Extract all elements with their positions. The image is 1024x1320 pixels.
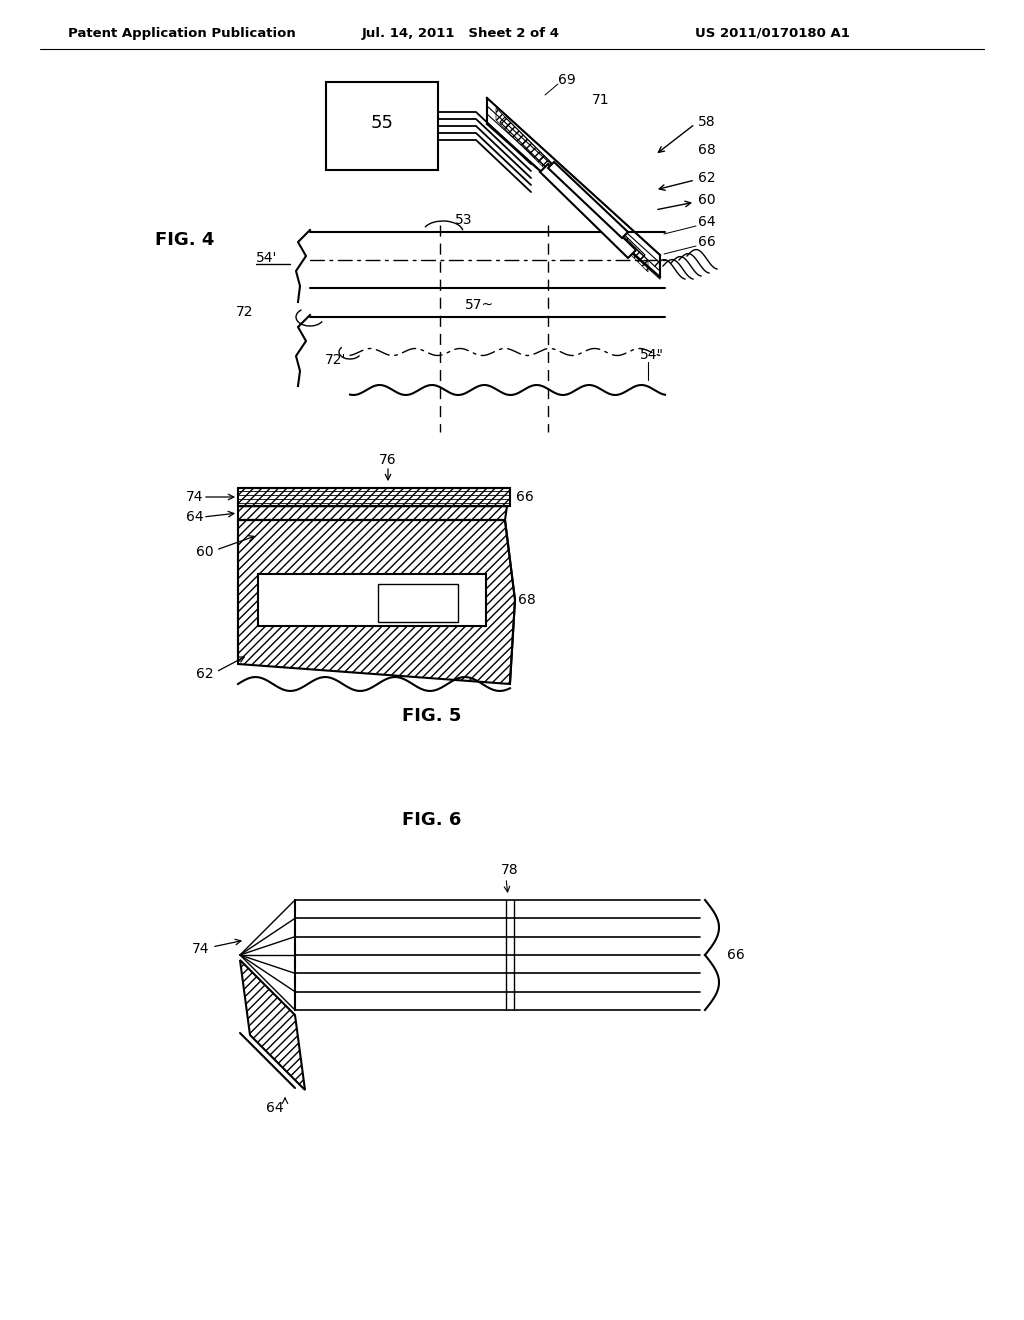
Text: 62: 62 — [196, 667, 214, 681]
Text: FIG. 6: FIG. 6 — [402, 810, 462, 829]
Text: 53: 53 — [455, 213, 472, 227]
Text: Patent Application Publication: Patent Application Publication — [68, 26, 296, 40]
Text: 66: 66 — [516, 490, 534, 504]
Text: 54": 54" — [640, 348, 664, 362]
Text: 78: 78 — [501, 863, 519, 876]
Polygon shape — [548, 162, 628, 238]
Text: FIG. 4: FIG. 4 — [155, 231, 214, 249]
Text: 64: 64 — [698, 215, 716, 228]
Text: 72': 72' — [325, 352, 346, 367]
Text: FIG. 5: FIG. 5 — [402, 708, 462, 725]
Text: 62: 62 — [698, 172, 716, 185]
Text: 54': 54' — [256, 251, 278, 265]
Bar — [378, 583, 458, 622]
Text: 69: 69 — [558, 73, 575, 87]
Polygon shape — [540, 164, 636, 257]
Text: 64: 64 — [266, 1101, 284, 1115]
Text: 57~: 57~ — [465, 298, 495, 312]
Text: 55: 55 — [371, 114, 393, 132]
Text: 64: 64 — [186, 510, 204, 524]
Text: 68: 68 — [698, 143, 716, 157]
Text: 71: 71 — [592, 92, 609, 107]
Text: 60: 60 — [698, 193, 716, 207]
Bar — [258, 574, 486, 626]
Text: 66: 66 — [698, 235, 716, 249]
Text: 72: 72 — [236, 305, 254, 319]
Text: 74: 74 — [186, 490, 204, 504]
Text: 66: 66 — [727, 948, 744, 962]
Text: US 2011/0170180 A1: US 2011/0170180 A1 — [695, 26, 850, 40]
Text: 68: 68 — [518, 593, 536, 607]
Text: 74: 74 — [193, 942, 210, 956]
Text: 58: 58 — [698, 115, 716, 129]
Text: 60: 60 — [196, 545, 214, 558]
Bar — [326, 82, 438, 170]
Text: 76: 76 — [379, 453, 397, 467]
Text: Jul. 14, 2011   Sheet 2 of 4: Jul. 14, 2011 Sheet 2 of 4 — [362, 26, 560, 40]
